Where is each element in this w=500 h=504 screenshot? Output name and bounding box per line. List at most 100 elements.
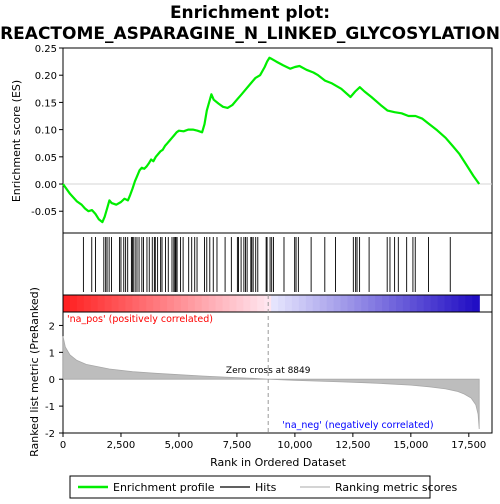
legend: Enrichment profile Hits Ranking metric sco… <box>69 475 457 499</box>
x-tick-label: 2,500 <box>107 440 136 451</box>
heatmap-segment <box>104 295 113 312</box>
heatmap-segment <box>146 295 154 312</box>
heatmap-segment <box>326 295 335 312</box>
negative-correlation-label: 'na_neg' (negatively correlated) <box>282 420 433 431</box>
ranking-metric-area <box>62 336 480 430</box>
heatmap-segment <box>319 295 328 312</box>
chart-title-line1: Enrichment plot: <box>170 3 330 23</box>
heatmap-segment <box>257 295 265 312</box>
x-tick-label: 0 <box>60 440 66 451</box>
heatmap-segment <box>132 295 140 312</box>
metric-y-axis-label: Ranked list metric (PreRanked) <box>28 287 41 457</box>
legend-label: Hits <box>255 481 277 494</box>
heatmap-segment <box>208 295 217 312</box>
enrichment-profile-line <box>62 56 481 224</box>
heatmap-segment <box>83 295 92 312</box>
chart-title-line2: REACTOME_ASPARAGINE_N_LINKED_GLYCOSYLATI… <box>0 24 500 44</box>
ranked-metric-panel: Zero cross at 8849 'na_pos' (positively c… <box>45 295 493 451</box>
heatmap-segment <box>423 295 432 312</box>
es-y-tick-label: 0.05 <box>35 153 57 164</box>
heatmap-segment <box>173 295 182 312</box>
heatmap-segment <box>458 295 466 312</box>
rank-heatmap-bar <box>62 294 493 313</box>
heatmap-segment <box>271 295 279 312</box>
heatmap-segment <box>229 295 238 312</box>
heatmap-segment <box>201 295 210 312</box>
heatmap-segment <box>291 295 300 312</box>
heatmap-segment <box>472 295 480 312</box>
heatmap-segment <box>340 295 349 312</box>
heatmap-segment <box>333 295 342 312</box>
x-tick-label: 5,000 <box>165 440 194 451</box>
heatmap-segment <box>125 295 133 312</box>
heatmap-segment <box>312 295 321 312</box>
heatmap-segment <box>250 295 258 312</box>
heatmap-segment <box>111 295 120 312</box>
heatmap-segment <box>305 295 314 312</box>
heatmap-segment <box>284 295 293 312</box>
legend-label: Ranking metric scores <box>335 481 457 494</box>
heatmap-segment <box>375 295 383 312</box>
zero-cross-label: Zero cross at 8849 <box>226 366 311 376</box>
hits-panel <box>62 232 493 296</box>
x-tick-label: 17,500 <box>451 440 486 451</box>
heatmap-segment <box>416 295 425 312</box>
heatmap-segment <box>139 295 147 312</box>
es-y-tick-label: 0.15 <box>35 98 57 109</box>
heatmap-segment <box>347 295 355 312</box>
heatmap-segment <box>389 295 397 312</box>
x-tick-label: 10,000 <box>277 440 312 451</box>
es-panel: -0.05 0.00 0.05 0.10 0.15 0.20 0.25 <box>31 44 493 234</box>
hits-frame <box>62 232 493 296</box>
metric-y-tick-label: 2 <box>49 321 55 332</box>
heatmap-segment <box>160 295 168 312</box>
heatmap-segment <box>444 295 453 312</box>
heatmap-segment <box>298 295 307 312</box>
heatmap-segment <box>236 295 244 312</box>
heatmap-segment <box>278 295 286 312</box>
heatmap-segment <box>180 295 189 312</box>
heatmap-segment <box>402 295 411 312</box>
heatmap-segment <box>76 295 85 312</box>
heatmap-segment <box>465 295 473 312</box>
heatmap-segment <box>97 295 106 312</box>
x-tick-label: 15,000 <box>393 440 428 451</box>
x-axis-label: Rank in Ordered Dataset <box>210 456 347 469</box>
heatmap-segment <box>153 295 161 312</box>
heatmap-segment <box>430 295 439 312</box>
heatmap-segment <box>167 295 175 312</box>
heatmap-segment <box>215 295 224 312</box>
x-tick-label: 12,500 <box>335 440 370 451</box>
positive-correlation-label: 'na_pos' (positively correlated) <box>67 314 213 325</box>
es-plot-frame <box>62 47 493 234</box>
heatmap-segment <box>354 295 362 312</box>
es-y-tick-label: -0.05 <box>31 207 57 218</box>
es-y-axis-label: Enrichment score (ES) <box>10 80 23 202</box>
heatmap-segment <box>194 295 203 312</box>
heatmap-segment <box>187 295 196 312</box>
es-y-tick-label: 0.20 <box>35 71 57 82</box>
es-y-tick-label: 0.25 <box>35 44 57 55</box>
heatmap-segment <box>451 295 460 312</box>
heatmap-segment <box>90 295 99 312</box>
heatmap-segment <box>118 295 127 312</box>
metric-y-tick-label: 0 <box>49 375 55 386</box>
heatmap-segment <box>243 295 251 312</box>
heatmap-segment <box>63 295 71 312</box>
metric-y-tick-label: -1 <box>45 402 55 413</box>
x-tick-label: 7,500 <box>223 440 252 451</box>
heatmap-segment <box>395 295 404 312</box>
heatmap-segment <box>69 295 78 312</box>
heatmap-segment <box>382 295 390 312</box>
heatmap-segment <box>437 295 446 312</box>
heatmap-segment <box>409 295 418 312</box>
metric-y-tick-label: -2 <box>45 429 55 440</box>
heatmap-segment <box>368 295 376 312</box>
metric-y-tick-label: 1 <box>49 348 55 359</box>
es-y-tick-label: 0.00 <box>35 180 57 191</box>
legend-label: Enrichment profile <box>113 481 215 494</box>
es-y-tick-label: 0.10 <box>35 126 57 137</box>
heatmap-segment <box>222 295 231 312</box>
